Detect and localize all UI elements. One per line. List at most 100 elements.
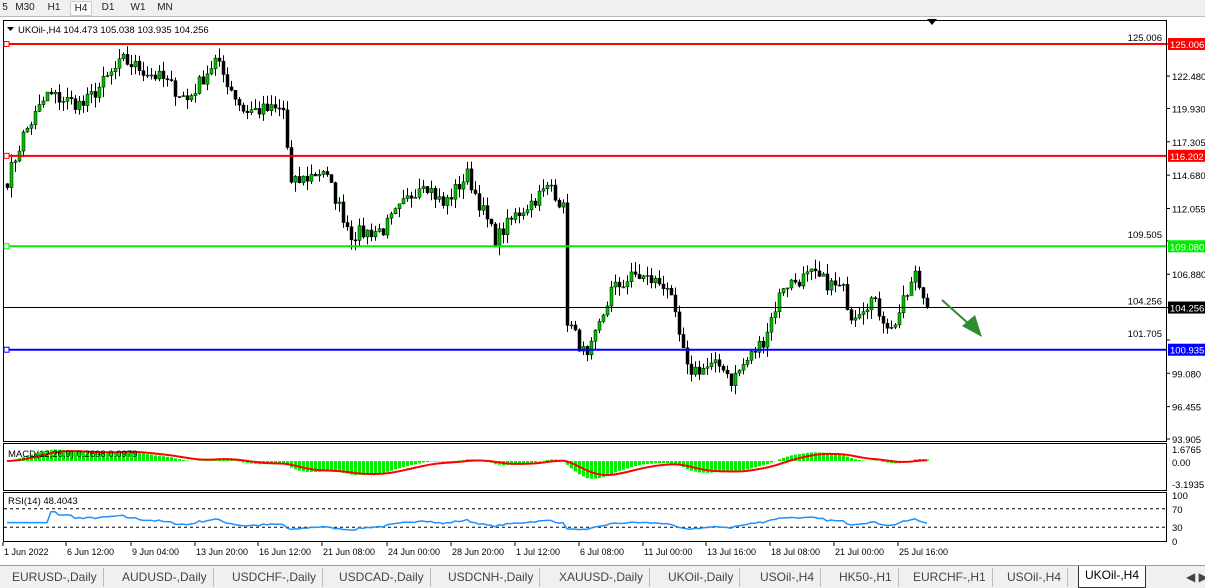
time-axis-label: 11 Jul 00:00: [644, 547, 692, 557]
bear-candle: [925, 297, 930, 308]
bear-candle: [661, 283, 666, 289]
bull-candle: [145, 74, 150, 77]
bull-candle: [45, 91, 50, 102]
macd-histogram-bar: [230, 459, 233, 461]
bull-candle: [529, 200, 534, 211]
bear-candle: [885, 322, 890, 329]
macd-histogram-bar: [354, 461, 357, 476]
bear-candle: [433, 188, 438, 200]
macd-histogram-bar: [710, 461, 713, 473]
macd-histogram-bar: [786, 456, 789, 461]
macd-histogram-bar: [174, 458, 177, 461]
macd-histogram-bar: [602, 461, 605, 478]
macd-histogram-bar: [94, 452, 97, 461]
bull-candle: [773, 311, 778, 318]
macd-histogram-bar: [842, 455, 845, 461]
timeframe-H1[interactable]: H1: [47, 2, 61, 13]
bear-candle: [201, 76, 206, 85]
price-axis-label: 112.055: [1172, 204, 1205, 215]
bull-candle: [21, 131, 26, 152]
bull-candle: [525, 209, 530, 214]
bull-candle: [765, 331, 770, 348]
macd-histogram-bar: [322, 461, 325, 472]
bull-candle: [905, 295, 910, 297]
rsi-axis-label: 70: [1172, 505, 1183, 516]
chart-tab[interactable]: HK50-,H1: [833, 568, 899, 587]
macd-histogram-bar: [638, 461, 641, 466]
chart-tab[interactable]: UKOil-,Daily: [662, 568, 741, 587]
chart-tab[interactable]: EURUSD-,Daily: [6, 568, 104, 587]
chart-tab[interactable]: USDCHF-,Daily: [226, 568, 323, 587]
bear-candle: [313, 173, 318, 177]
bear-candle: [917, 270, 922, 288]
chart-tab[interactable]: USDCAD-,Daily: [333, 568, 431, 587]
macd-histogram-bar: [682, 461, 685, 468]
macd-histogram-bar: [414, 461, 417, 465]
chart-tab[interactable]: AUDUSD-,Daily: [116, 568, 214, 587]
bull-candle: [149, 74, 154, 77]
macd-histogram-bar: [178, 459, 181, 461]
bull-candle: [133, 60, 138, 68]
macd-histogram-bar: [650, 461, 653, 464]
timeframe-W1[interactable]: W1: [130, 2, 146, 13]
bull-candle: [869, 297, 874, 311]
level-price-tag: [1168, 38, 1205, 50]
macd-histogram-bar: [690, 461, 693, 471]
bear-candle: [441, 196, 446, 206]
macd-histogram-bar: [642, 461, 645, 465]
bull-candle: [365, 229, 370, 238]
bear-candle: [73, 98, 78, 110]
chart-tab[interactable]: USOil-,H4: [754, 568, 822, 587]
timeframe-M30[interactable]: M30: [15, 2, 35, 13]
bull-candle: [249, 109, 254, 113]
macd-histogram-bar: [50, 449, 53, 461]
macd-histogram-bar: [670, 461, 673, 464]
bull-candle: [785, 287, 790, 290]
bear-candle: [637, 274, 642, 280]
chart-tab[interactable]: UKOil-,H4: [1078, 566, 1147, 588]
macd-histogram-bar: [102, 452, 105, 461]
tab-scroll-arrows[interactable]: ◀ ▶: [1186, 570, 1205, 584]
price-chart[interactable]: UKOil-,H4 104.473 105.038 103.935 104.25…: [0, 18, 1205, 564]
current-price-label: 104.256: [1170, 304, 1204, 315]
price-axis-label: 119.930: [1172, 104, 1205, 115]
macd-histogram-bar: [734, 461, 737, 472]
bull-candle: [461, 181, 466, 190]
macd-histogram-bar: [390, 461, 393, 471]
bear-candle: [797, 281, 802, 287]
bull-candle: [205, 73, 210, 85]
bear-candle: [873, 297, 878, 300]
chart-tab[interactable]: XAUUSD-,Daily: [553, 568, 651, 587]
macd-histogram-bar: [170, 457, 173, 461]
bear-candle: [837, 284, 842, 287]
timeframe-D1[interactable]: D1: [101, 2, 115, 13]
timeframe-H4[interactable]: H4: [70, 1, 92, 16]
bull-candle: [321, 171, 326, 175]
macd-histogram-bar: [622, 461, 625, 470]
bear-candle: [685, 347, 690, 365]
macd-histogram-bar: [158, 455, 161, 461]
level-price-label: 116.202: [1170, 152, 1204, 163]
timeframe-MN[interactable]: MN: [157, 2, 173, 13]
bear-candle: [881, 315, 886, 324]
bull-candle: [309, 173, 314, 182]
bear-candle: [169, 79, 174, 81]
macd-histogram-bar: [634, 461, 637, 467]
bear-candle: [669, 288, 674, 296]
macd-histogram-bar: [626, 461, 629, 469]
time-axis-label: 25 Jul 16:00: [899, 547, 948, 557]
macd-histogram-bar: [314, 461, 317, 472]
bear-candle: [69, 97, 74, 99]
chart-tab[interactable]: USOil-,H4: [1001, 568, 1069, 587]
timeframe-5[interactable]: 5: [2, 2, 8, 13]
bull-candle: [97, 86, 102, 98]
macd-histogram-bar: [566, 461, 569, 465]
chart-tab[interactable]: USDCNH-,Daily: [442, 568, 541, 587]
macd-histogram-bar: [382, 461, 385, 473]
macd-histogram-bar: [242, 461, 245, 463]
macd-histogram-bar: [282, 461, 285, 465]
macd-histogram-bar: [814, 452, 817, 461]
bear-candle: [361, 225, 366, 238]
chart-tab[interactable]: EURCHF-,H1: [907, 568, 993, 587]
macd-histogram-bar: [150, 454, 153, 461]
